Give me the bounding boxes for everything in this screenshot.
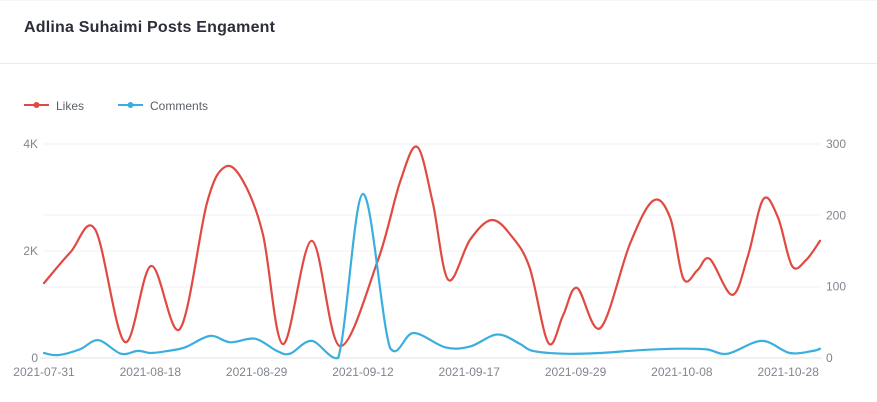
chart-legend: Likes Comments [24, 97, 208, 115]
series-line-comments [42, 192, 822, 360]
card-header: Adlina Suhaimi Posts Engament [0, 1, 877, 63]
x-axis-tick: 2021-10-28 [757, 365, 819, 379]
comments-line-icon [118, 97, 144, 115]
x-axis-tick: 2021-07-31 [13, 365, 75, 379]
legend-label-likes: Likes [56, 99, 85, 113]
left-axis-tick: 4K [23, 137, 38, 151]
x-axis-tick: 2021-09-29 [545, 365, 607, 379]
x-axis-tick: 2021-09-17 [439, 365, 501, 379]
page-title: Adlina Suhaimi Posts Engament [24, 19, 276, 36]
likes-line-icon [24, 97, 49, 115]
left-axis-tick: 2K [23, 244, 38, 258]
right-axis-tick: 100 [826, 280, 846, 294]
right-axis-tick: 300 [826, 137, 846, 151]
legend-label-comments: Comments [150, 99, 209, 113]
x-axis-tick: 2021-10-08 [651, 365, 713, 379]
right-axis-tick: 0 [826, 351, 833, 365]
legend-item-comments[interactable]: Comments [118, 97, 208, 115]
right-axis-tick: 200 [826, 208, 846, 222]
header-divider [0, 63, 877, 64]
series-line-likes [42, 145, 822, 348]
x-axis-tick: 2021-09-12 [332, 365, 394, 379]
x-axis-tick: 2021-08-29 [226, 365, 288, 379]
left-axis-tick: 0 [31, 351, 38, 365]
legend-item-likes[interactable]: Likes [24, 97, 84, 115]
x-axis-tick: 2021-08-18 [120, 365, 182, 379]
